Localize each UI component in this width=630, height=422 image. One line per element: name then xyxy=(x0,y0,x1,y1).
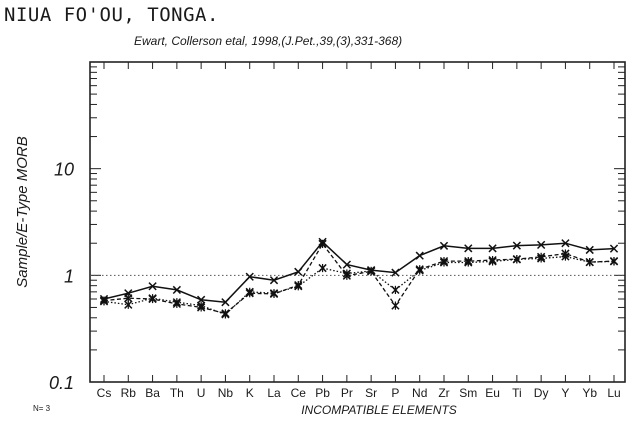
series-3-marker xyxy=(124,300,133,309)
x-tick-label: Pb xyxy=(315,386,330,400)
x-tick-label: Ce xyxy=(291,386,307,400)
series-3-marker xyxy=(585,257,594,267)
y-tick-label: 1 xyxy=(64,266,74,286)
series-3-marker xyxy=(342,269,351,278)
series-1-marker xyxy=(609,244,619,253)
series-3-marker xyxy=(99,297,109,306)
series-1-marker xyxy=(464,244,473,253)
series-3-marker xyxy=(269,289,279,298)
x-tick-label: Pr xyxy=(341,386,353,400)
x-tick-label: Eu xyxy=(485,386,500,400)
x-tick-label: La xyxy=(267,386,281,400)
series-line-3 xyxy=(103,255,615,316)
series-1-marker xyxy=(269,276,279,285)
series-2-marker xyxy=(318,239,327,249)
chart-subtitle: Ewart, Collerson etal, 1998,(J.Pet.,39,(… xyxy=(134,34,403,48)
series-1-marker xyxy=(245,272,254,281)
plot-frame xyxy=(89,61,626,383)
x-tick-label: U xyxy=(197,386,206,400)
series-3-marker xyxy=(172,298,181,307)
y-tick-label: 0.1 xyxy=(49,373,74,393)
series-line-2 xyxy=(103,242,615,315)
series-1-marker xyxy=(439,241,449,250)
series-1-marker xyxy=(512,241,521,250)
series-1-marker xyxy=(148,282,157,291)
sample-count-label: N= 3 xyxy=(33,404,51,413)
series-3-marker xyxy=(197,301,206,310)
series-1-marker xyxy=(585,245,594,255)
series-1-marker xyxy=(488,244,497,253)
x-tick-label: Nd xyxy=(412,386,427,400)
series-1-marker xyxy=(342,260,351,269)
x-tick-label: Sm xyxy=(459,386,477,400)
x-tick-label: Sr xyxy=(365,386,377,400)
y-axis-label: Sample/E-Type MORB xyxy=(14,136,31,287)
series-3-marker xyxy=(415,266,424,275)
x-tick-label: Ba xyxy=(145,386,160,400)
x-tick-label: K xyxy=(246,386,254,400)
y-tick-label: 10 xyxy=(54,160,74,180)
series-3-marker xyxy=(221,310,230,319)
x-tick-label: Nb xyxy=(218,386,234,400)
chart-title: NIUA FO'OU, TONGA. xyxy=(4,4,219,26)
x-tick-label: Yb xyxy=(582,386,597,400)
x-tick-label: Dy xyxy=(534,386,549,400)
series-3-marker xyxy=(245,287,254,296)
series-3-marker xyxy=(464,258,473,267)
series-3-marker xyxy=(391,285,400,295)
x-tick-label: P xyxy=(391,386,399,400)
series-1-marker xyxy=(294,267,303,276)
x-tick-label: Cs xyxy=(97,386,112,400)
series-3-marker xyxy=(294,282,303,291)
series-1-marker xyxy=(561,239,570,248)
x-axis-label: INCOMPATIBLE ELEMENTS xyxy=(301,403,457,417)
x-tick-label: Th xyxy=(170,386,184,400)
series-3-marker xyxy=(318,263,327,273)
series-1-marker xyxy=(391,268,400,277)
series-3-marker xyxy=(439,258,449,267)
series-2-marker xyxy=(391,301,400,310)
series-1-marker xyxy=(415,251,424,260)
series-3-marker xyxy=(512,255,521,264)
x-tick-label: Rb xyxy=(121,386,137,400)
series-line-1 xyxy=(103,240,615,303)
x-tick-label: Y xyxy=(561,386,569,400)
series-3-marker xyxy=(609,257,619,266)
series-3-marker xyxy=(561,252,570,261)
x-tick-label: Zr xyxy=(438,386,449,400)
series-1-marker xyxy=(221,298,230,307)
series-3-marker xyxy=(537,254,546,263)
series-3-marker xyxy=(367,266,376,276)
series-3-marker xyxy=(488,257,497,266)
series-3-marker xyxy=(148,294,157,303)
x-tick-label: Lu xyxy=(607,386,620,400)
series-1-marker xyxy=(172,285,181,295)
x-tick-label: Ti xyxy=(512,386,522,400)
series-1-marker xyxy=(537,240,546,250)
